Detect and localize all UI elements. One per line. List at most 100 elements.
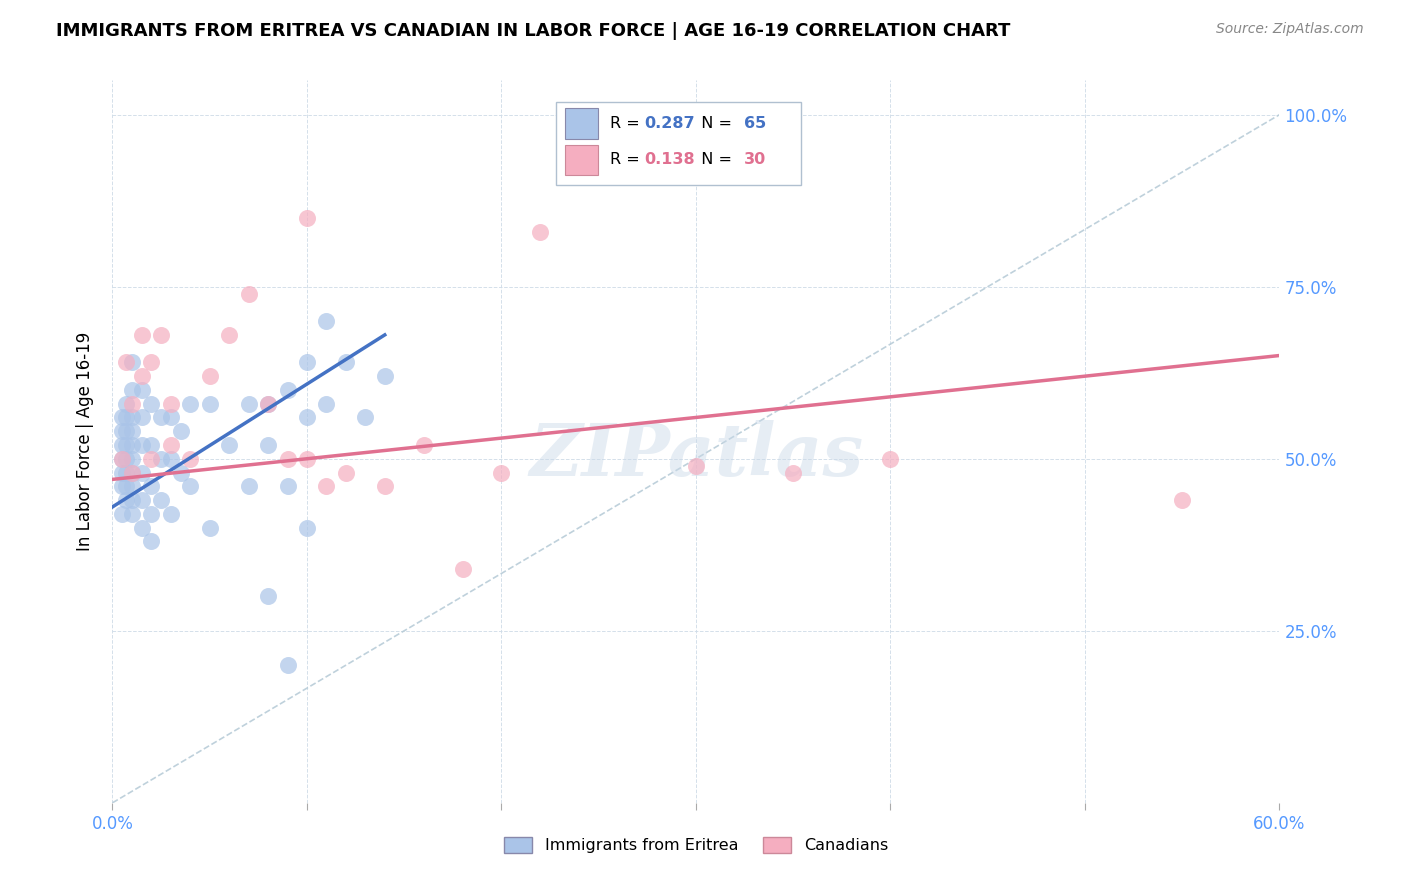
Point: [131, 438, 153, 452]
Point: [374, 369, 396, 384]
Point: [131, 383, 153, 397]
Point: [169, 466, 191, 480]
Text: 0.138: 0.138: [644, 153, 695, 168]
Point: [276, 451, 298, 466]
Bar: [565, 145, 598, 175]
Text: 30: 30: [744, 153, 766, 168]
Point: [160, 397, 183, 411]
Text: R =: R =: [610, 116, 644, 131]
Point: [111, 424, 134, 438]
Point: [1171, 493, 1194, 508]
Text: ZIPatlas: ZIPatlas: [529, 420, 863, 491]
Point: [111, 451, 134, 466]
Point: [121, 424, 143, 438]
Point: [115, 479, 138, 493]
Text: N =: N =: [692, 116, 737, 131]
Text: 0.287: 0.287: [644, 116, 695, 131]
Text: R =: R =: [610, 153, 644, 168]
Point: [131, 327, 153, 342]
Bar: [555, 102, 801, 185]
Point: [131, 520, 153, 534]
Point: [685, 458, 707, 473]
Point: [115, 424, 138, 438]
Point: [141, 534, 163, 549]
Point: [121, 507, 143, 521]
Point: [150, 410, 173, 425]
Point: [121, 451, 143, 466]
Point: [141, 355, 163, 369]
Point: [131, 466, 153, 480]
Point: [451, 562, 474, 576]
Point: [141, 397, 163, 411]
Point: [131, 369, 153, 384]
Point: [160, 410, 183, 425]
Point: [198, 369, 221, 384]
Point: [374, 479, 396, 493]
Point: [295, 355, 318, 369]
Point: [257, 397, 280, 411]
Point: [121, 466, 143, 480]
Point: [121, 438, 143, 452]
Point: [782, 466, 804, 480]
Point: [141, 507, 163, 521]
Point: [115, 451, 138, 466]
Point: [141, 438, 163, 452]
Point: [257, 438, 280, 452]
Point: [179, 451, 201, 466]
Point: [198, 520, 221, 534]
Point: [115, 397, 138, 411]
Point: [115, 410, 138, 425]
Point: [111, 438, 134, 452]
Point: [121, 410, 143, 425]
Point: [121, 355, 143, 369]
Point: [131, 493, 153, 508]
Point: [218, 438, 240, 452]
Point: [131, 410, 153, 425]
Point: [315, 479, 337, 493]
Point: [111, 451, 134, 466]
Point: [412, 438, 434, 452]
Point: [295, 451, 318, 466]
Point: [179, 479, 201, 493]
Point: [115, 438, 138, 452]
Point: [257, 397, 280, 411]
Point: [238, 286, 260, 301]
Point: [169, 424, 191, 438]
Point: [115, 355, 138, 369]
Y-axis label: In Labor Force | Age 16-19: In Labor Force | Age 16-19: [76, 332, 94, 551]
Point: [257, 590, 280, 604]
Point: [529, 225, 551, 239]
Point: [141, 479, 163, 493]
Point: [198, 397, 221, 411]
Point: [121, 479, 143, 493]
Point: [335, 355, 357, 369]
Text: IMMIGRANTS FROM ERITREA VS CANADIAN IN LABOR FORCE | AGE 16-19 CORRELATION CHART: IMMIGRANTS FROM ERITREA VS CANADIAN IN L…: [56, 22, 1011, 40]
Point: [160, 438, 183, 452]
Point: [179, 397, 201, 411]
Point: [295, 410, 318, 425]
Point: [238, 397, 260, 411]
Point: [335, 466, 357, 480]
Point: [111, 466, 134, 480]
Point: [295, 211, 318, 225]
Bar: [565, 109, 598, 139]
Legend: Immigrants from Eritrea, Canadians: Immigrants from Eritrea, Canadians: [498, 830, 894, 860]
Text: N =: N =: [692, 153, 737, 168]
Point: [160, 451, 183, 466]
Point: [315, 397, 337, 411]
Point: [276, 383, 298, 397]
Point: [150, 451, 173, 466]
Point: [315, 314, 337, 328]
Point: [115, 466, 138, 480]
Point: [121, 383, 143, 397]
Point: [115, 493, 138, 508]
Point: [276, 479, 298, 493]
Point: [150, 493, 173, 508]
Point: [111, 410, 134, 425]
Point: [160, 507, 183, 521]
Point: [141, 451, 163, 466]
Text: 65: 65: [744, 116, 766, 131]
Point: [111, 507, 134, 521]
Point: [238, 479, 260, 493]
Point: [218, 327, 240, 342]
